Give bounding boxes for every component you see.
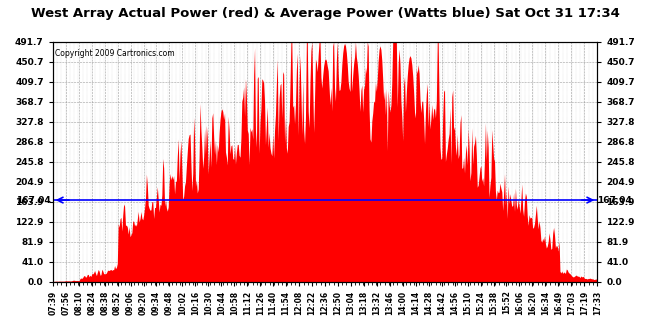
Text: 167.04: 167.04 [16, 196, 51, 205]
Text: West Array Actual Power (red) & Average Power (Watts blue) Sat Oct 31 17:34: West Array Actual Power (red) & Average … [31, 7, 619, 19]
Text: Copyright 2009 Cartronics.com: Copyright 2009 Cartronics.com [55, 49, 175, 58]
Text: 167.04: 167.04 [597, 196, 632, 205]
